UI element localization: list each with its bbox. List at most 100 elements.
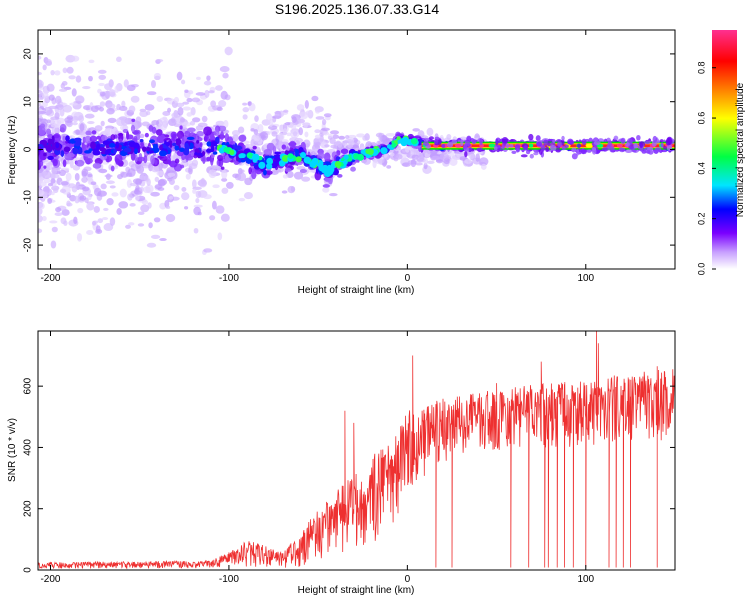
spectrogram-cell [191, 117, 201, 123]
spectrogram-cell [212, 151, 217, 155]
spectrogram-cell [181, 192, 190, 201]
spectrogram-cell [49, 173, 60, 179]
spectrogram-cell [196, 139, 200, 144]
spectrogram-cell [115, 158, 120, 165]
spectrogram-cell [101, 217, 109, 221]
spectrogram-cell [254, 115, 259, 123]
spectrogram-cell [433, 139, 439, 145]
spectrogram-cell [106, 198, 114, 206]
spectrogram-cell [127, 193, 133, 201]
spectrogram-cell [324, 177, 332, 183]
spectrogram-cell [44, 185, 50, 192]
spectrogram-cell [50, 69, 55, 76]
spectrogram-cell [154, 183, 163, 190]
spectrogram-cell [173, 184, 180, 191]
spectrogram-cell [88, 59, 95, 64]
colorbar-tick-label: 0.0 [696, 263, 706, 276]
spectrogram-cell [75, 159, 85, 167]
spectrogram-cell [41, 92, 49, 99]
spectrogram-cell [173, 96, 180, 104]
spectrogram-cell [251, 170, 257, 180]
spectrogram-cell [468, 147, 473, 152]
spectrogram-cell [95, 143, 101, 150]
spectrogram-cell [120, 171, 129, 178]
spectrogram-cell [321, 118, 327, 126]
spectrogram-cell [128, 105, 136, 113]
spectrogram-cell [218, 100, 227, 108]
spectrogram-cell [528, 133, 534, 141]
spectrogram-cell [38, 102, 42, 107]
spectrogram-cell [42, 64, 47, 71]
spectrogram-cell [165, 205, 171, 210]
spectrogram-cell [555, 149, 561, 153]
spectrogram-cell [323, 152, 331, 162]
spectrogram-cell [168, 178, 175, 186]
spectrogram-cell [182, 101, 190, 105]
spectrogram-cell [47, 198, 53, 205]
spectrogram-cell [561, 145, 566, 151]
spectrogram-cell [620, 137, 626, 144]
spectrogram-cell [74, 185, 83, 190]
spectrogram-xlabel: Height of straight line (km) [298, 285, 415, 296]
spectrogram-cell [451, 139, 458, 144]
spectrogram-cell [146, 242, 157, 248]
spectrogram-cell [536, 141, 543, 147]
spectrogram-cell [45, 58, 52, 66]
spectrogram-cell [263, 169, 267, 176]
spectrogram-cell [98, 82, 105, 87]
spectrogram-cell [72, 147, 79, 155]
spectrogram-cell [71, 88, 77, 97]
spectrogram-cell [464, 158, 472, 164]
spectrogram-cell [299, 151, 307, 159]
spectrogram-cell [203, 126, 212, 136]
spectrogram-cell [210, 156, 214, 166]
spectrogram-cell [171, 116, 176, 123]
colorbar-tick-label: 0.4 [696, 162, 706, 175]
spectrogram-cell [132, 129, 141, 136]
spectrogram-cell [386, 165, 392, 169]
snr-ytick-label: 0 [23, 567, 34, 573]
spectrogram-cell [439, 152, 449, 161]
spectrogram-cell [125, 224, 131, 229]
spectrogram-cell [167, 172, 176, 177]
spectrogram-cell [410, 159, 417, 168]
spectrogram-cell [137, 211, 145, 215]
spectrogram-cell [303, 157, 309, 163]
spectrogram-cell [155, 58, 164, 63]
spectrogram-cell [644, 140, 651, 145]
spectrogram-cell [321, 164, 329, 173]
spectrogram-cell [87, 173, 93, 178]
spectrogram-cell [295, 156, 302, 163]
spectrogram-cell [330, 144, 337, 149]
spectrogram-cell [82, 86, 91, 90]
spectrogram-cell [576, 149, 580, 156]
spectrogram-cell [333, 168, 340, 176]
spectrogram-cell [96, 135, 101, 140]
spectrogram-cell [411, 137, 418, 145]
spectrogram-cell [314, 144, 320, 150]
spectrogram-cell [547, 142, 551, 147]
snr-ytick-label: 200 [23, 500, 34, 517]
spectrogram-cell [288, 140, 297, 148]
spectrogram-cell [38, 202, 45, 210]
spectrogram-cell [293, 171, 304, 180]
spectrogram-cell [144, 104, 155, 111]
spectrogram-cell [274, 151, 281, 155]
spectrogram-cell [186, 97, 193, 103]
spectrogram-cell [301, 176, 311, 182]
spectrogram-cell [85, 155, 89, 164]
spectrogram-cell [247, 101, 252, 107]
spectrogram-ylabel: Frequency (Hz) [7, 116, 18, 185]
spectrogram-cell [326, 168, 334, 176]
snr-xlabel: Height of straight line (km) [298, 585, 415, 596]
spectrogram-cell [577, 143, 582, 148]
spectrogram-cell [495, 137, 501, 144]
spectrogram-ytick-label: 20 [23, 48, 34, 60]
colorbar-gradient [712, 30, 737, 269]
spectrogram-cell [137, 121, 143, 128]
spectrogram-cell [324, 144, 330, 148]
spectrogram-cell [52, 158, 58, 167]
spectrogram-cell [43, 152, 47, 157]
spectrogram-cell [460, 139, 464, 147]
